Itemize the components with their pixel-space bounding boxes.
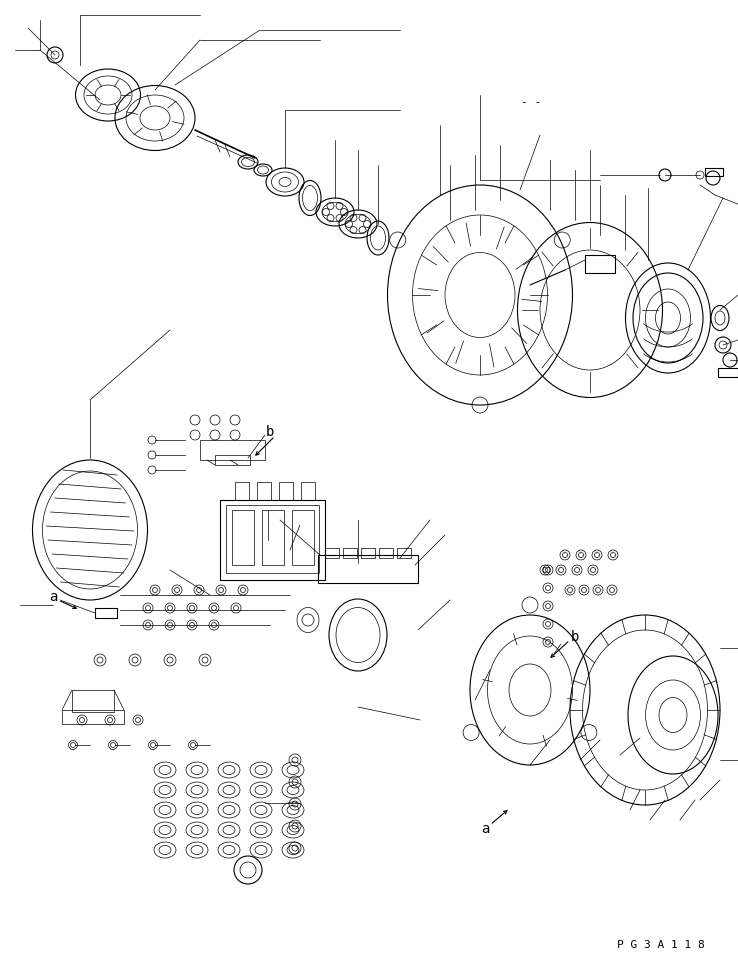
Bar [226,505,319,573]
Text: b: b [570,630,579,644]
Bar [705,168,723,176]
Text: a: a [49,590,57,604]
Bar [62,710,124,724]
Bar [232,510,254,565]
Bar [257,482,271,500]
Bar [585,255,615,273]
Bar [215,455,250,465]
Text: - -: - - [521,98,542,107]
Bar [343,548,357,558]
Bar [325,548,339,558]
Bar [279,482,293,500]
Bar [262,510,284,565]
Bar [200,440,265,460]
Bar [95,608,117,618]
Bar [318,555,418,583]
Text: b: b [266,425,275,439]
Bar [235,482,249,500]
Bar [718,368,738,377]
Text: P G 3 A 1 1 8: P G 3 A 1 1 8 [617,940,704,949]
Bar [301,482,315,500]
Text: a: a [481,822,489,836]
Bar [397,548,411,558]
Bar [72,690,114,712]
Bar [379,548,393,558]
Bar [361,548,375,558]
Bar [292,510,314,565]
Bar [220,500,325,580]
